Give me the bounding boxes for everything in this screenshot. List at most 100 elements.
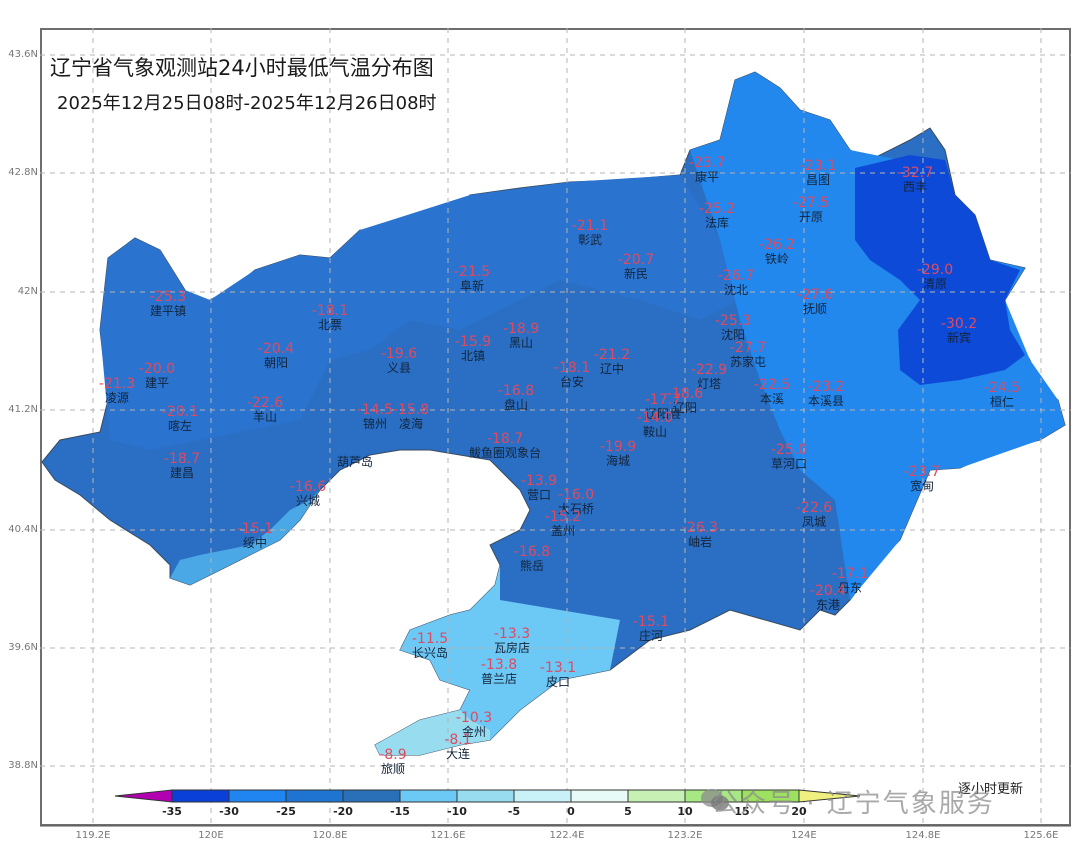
watermark: 公众号 · 辽宁气象服务 <box>712 789 995 819</box>
station-label: -26.2 铁岭 <box>758 237 796 266</box>
station-label: -22.5 本溪 <box>753 377 791 406</box>
station-label: -13.3 瓦房店 <box>493 626 531 655</box>
map-frame <box>40 28 1071 826</box>
colorbar-label: -35 <box>162 805 182 818</box>
station-label: -20.1 喀左 <box>161 404 199 433</box>
region-dalian <box>375 710 490 755</box>
colorbar-label: 10 <box>677 805 693 818</box>
station-label: -21.5 阜新 <box>453 264 491 293</box>
station-label: -13.1 皮口 <box>539 660 577 689</box>
station-label: -21.3 凌源 <box>98 376 136 405</box>
lon-tick: 122.4E <box>549 830 585 841</box>
lat-tick: 39.6N <box>8 642 38 653</box>
station-label: -15.1 绥中 <box>236 521 274 550</box>
region-coast-west <box>170 470 340 585</box>
station-label: -15.8 凌海 <box>392 402 430 431</box>
station-label: -19.9 海城 <box>599 439 637 468</box>
station-label: -20.4 朝阳 <box>257 341 295 370</box>
colorbar-label: -15 <box>390 805 410 818</box>
station-label: -18.1 台安 <box>553 360 591 389</box>
station-label: -13.9 营口 <box>520 473 558 502</box>
station-label: -21.1 彰武 <box>571 218 609 247</box>
station-label: -29.0 清原 <box>916 262 954 291</box>
station-label: -8.9 旅顺 <box>379 747 407 776</box>
station-label: -22.9 灯塔 <box>690 362 728 391</box>
station-label: -23.1 昌图 <box>799 158 837 187</box>
station-label: -17.7 辽阳县 <box>644 392 682 421</box>
station-label: -20.7 新民 <box>617 252 655 281</box>
region-west <box>100 175 740 450</box>
station-label: -25.3 沈阳 <box>714 313 752 342</box>
colorbar-label: 5 <box>624 805 632 818</box>
station-label: -17.1 丹东 <box>831 566 869 595</box>
station-label: -20.0 建平 <box>138 361 176 390</box>
map-subtitle: 2025年12月25日08时-2025年12月26日08时 <box>57 93 437 114</box>
colorbar-label: 0 <box>567 805 575 818</box>
lon-tick: 119.2E <box>75 830 111 841</box>
lon-tick: 121.6E <box>430 830 466 841</box>
station-label: -27.6 抚顺 <box>796 287 834 316</box>
station-label: -23.7 宽甸 <box>903 464 941 493</box>
station-label: -26.3 岫岩 <box>681 520 719 549</box>
station-label: -21.2 辽中 <box>593 347 631 376</box>
station-label: -24.5 桓仁 <box>983 380 1021 409</box>
station-label: -8.1 大连 <box>444 732 472 761</box>
colorbar-label: -20 <box>333 805 353 818</box>
station-label: -14.5 锦州 <box>356 402 394 431</box>
lat-tick: 41.2N <box>8 404 38 415</box>
station-label: -18.7 鲅鱼圈观象台 <box>468 431 542 460</box>
colorbar-label: 15 <box>734 805 750 818</box>
lon-tick: 124E <box>791 830 817 841</box>
station-label: -16.0 大石桥 <box>557 487 595 516</box>
station-label: -22.6 羊山 <box>246 395 284 424</box>
station-label: 葫芦岛 <box>336 455 374 469</box>
lon-tick: 120E <box>198 830 224 841</box>
lat-tick: 42.8N <box>8 167 38 178</box>
station-label: -27.5 开原 <box>792 195 830 224</box>
lat-tick: 40.4N <box>8 524 38 535</box>
station-label: -15.9 北镇 <box>454 334 492 363</box>
lat-tick: 43.6N <box>8 49 38 60</box>
station-label: -30.2 新宾 <box>940 316 978 345</box>
grid-lines <box>40 28 1071 826</box>
station-label: -26.7 沈北 <box>717 268 755 297</box>
lon-tick: 120.8E <box>312 830 348 841</box>
station-label: -32.7 西丰 <box>896 165 934 194</box>
colorbar-label: -10 <box>447 805 467 818</box>
station-label: -10.3 金州 <box>455 710 493 739</box>
station-label: -25.2 法库 <box>698 201 736 230</box>
station-label: -13.8 普兰店 <box>480 657 518 686</box>
station-label: -18.1 北票 <box>311 303 349 332</box>
lon-tick: 124.8E <box>905 830 941 841</box>
lon-tick: 123.2E <box>667 830 703 841</box>
region-liaodong <box>375 565 620 755</box>
station-label: -23.7 康平 <box>688 155 726 184</box>
station-label: -15.2 盖州 <box>544 509 582 538</box>
station-label: -25.3 建平镇 <box>149 289 187 318</box>
station-label: -19.6 义县 <box>380 346 418 375</box>
station-label: -18.6 辽阳 <box>666 386 704 415</box>
station-label: -11.5 长兴岛 <box>411 631 449 660</box>
colorbar-label: -5 <box>507 805 521 818</box>
colorbar <box>114 789 861 803</box>
station-label: -16.8 熊岳 <box>513 544 551 573</box>
station-label: -25.0 草河口 <box>770 442 808 471</box>
station-label: -14.0 鞍山 <box>636 410 674 439</box>
colorbar-label: -30 <box>219 805 239 818</box>
station-label: -16.8 盘山 <box>497 383 535 412</box>
colorbar-label: -25 <box>276 805 296 818</box>
colorbar-label: 20 <box>791 805 807 818</box>
update-note: 逐小时更新 <box>958 782 1024 797</box>
lat-tick: 42N <box>17 286 38 297</box>
station-label: -18.7 建昌 <box>163 451 201 480</box>
station-label: -22.6 凤城 <box>795 500 833 529</box>
region-coldest <box>855 155 1025 385</box>
station-label: -16.6 兴城 <box>289 479 327 508</box>
station-label: -18.9 黑山 <box>502 321 540 350</box>
wechat-icon <box>701 789 729 811</box>
station-label: -23.2 本溪县 <box>807 379 845 408</box>
station-label: -20.4 东港 <box>809 583 847 612</box>
station-label: -27.7 苏家屯 <box>729 340 767 369</box>
lon-tick: 125.6E <box>1023 830 1059 841</box>
